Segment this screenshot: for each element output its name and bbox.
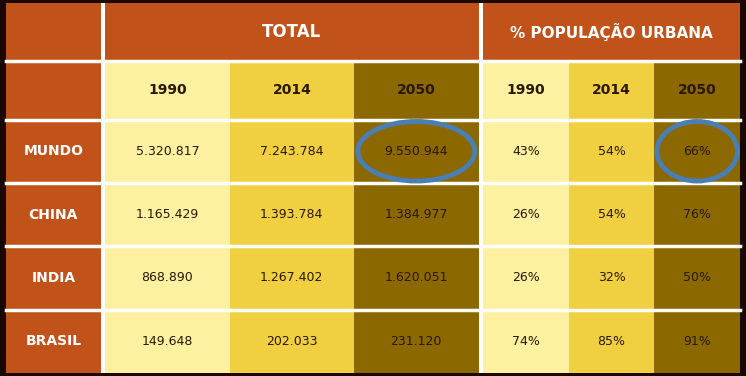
Bar bbox=[568, 246, 654, 310]
Bar bbox=[568, 310, 654, 373]
Bar bbox=[230, 246, 354, 310]
Bar bbox=[105, 3, 478, 61]
Bar bbox=[230, 61, 354, 120]
Bar bbox=[483, 61, 568, 120]
Bar bbox=[6, 61, 101, 120]
Text: 85%: 85% bbox=[598, 335, 625, 348]
Bar bbox=[354, 120, 478, 183]
Bar bbox=[483, 120, 568, 183]
Bar bbox=[568, 120, 654, 183]
Text: MUNDO: MUNDO bbox=[23, 144, 84, 158]
Text: 74%: 74% bbox=[512, 335, 540, 348]
Text: INDIA: INDIA bbox=[31, 271, 75, 285]
Bar bbox=[354, 246, 478, 310]
Bar bbox=[478, 183, 483, 246]
Text: 1.267.402: 1.267.402 bbox=[260, 271, 324, 285]
Text: 202.033: 202.033 bbox=[266, 335, 318, 348]
Bar bbox=[6, 3, 101, 61]
Bar bbox=[654, 120, 740, 183]
Text: 868.890: 868.890 bbox=[142, 271, 193, 285]
Bar bbox=[654, 61, 740, 120]
Text: 91%: 91% bbox=[683, 335, 711, 348]
Bar bbox=[105, 120, 230, 183]
Text: 1.620.051: 1.620.051 bbox=[384, 271, 448, 285]
Text: 7.243.784: 7.243.784 bbox=[260, 145, 324, 158]
Text: 9.550.944: 9.550.944 bbox=[384, 145, 448, 158]
Bar bbox=[101, 120, 105, 183]
Bar bbox=[568, 61, 654, 120]
Text: CHINA: CHINA bbox=[28, 208, 78, 221]
Bar bbox=[478, 3, 483, 61]
Bar bbox=[478, 246, 483, 310]
Bar bbox=[478, 61, 483, 120]
Bar bbox=[654, 246, 740, 310]
Bar bbox=[6, 246, 101, 310]
Bar bbox=[354, 183, 478, 246]
Text: 1.393.784: 1.393.784 bbox=[260, 208, 324, 221]
Text: 32%: 32% bbox=[598, 271, 625, 285]
Bar bbox=[105, 61, 230, 120]
Bar bbox=[101, 61, 105, 120]
Text: TOTAL: TOTAL bbox=[262, 23, 322, 41]
Text: 2050: 2050 bbox=[397, 83, 436, 97]
Bar bbox=[478, 120, 483, 183]
Bar bbox=[101, 3, 105, 61]
Bar bbox=[483, 310, 568, 373]
Bar bbox=[483, 246, 568, 310]
Text: 50%: 50% bbox=[683, 271, 711, 285]
Text: 2050: 2050 bbox=[678, 83, 717, 97]
Bar bbox=[6, 120, 101, 183]
Bar bbox=[230, 183, 354, 246]
Text: 76%: 76% bbox=[683, 208, 711, 221]
Text: 54%: 54% bbox=[598, 145, 625, 158]
Bar bbox=[483, 183, 568, 246]
Text: 5.320.817: 5.320.817 bbox=[136, 145, 199, 158]
Bar bbox=[101, 183, 105, 246]
Text: 1.165.429: 1.165.429 bbox=[136, 208, 199, 221]
Text: 26%: 26% bbox=[512, 208, 539, 221]
Bar bbox=[6, 310, 101, 373]
Bar bbox=[483, 3, 740, 61]
Bar bbox=[654, 183, 740, 246]
Text: 1.384.977: 1.384.977 bbox=[384, 208, 448, 221]
Text: % POPULAÇÃO URBANA: % POPULAÇÃO URBANA bbox=[510, 23, 713, 41]
Bar bbox=[6, 183, 101, 246]
Bar bbox=[105, 310, 230, 373]
Bar bbox=[354, 310, 478, 373]
Bar bbox=[105, 183, 230, 246]
Text: 231.120: 231.120 bbox=[391, 335, 442, 348]
Bar bbox=[101, 310, 105, 373]
Text: 66%: 66% bbox=[683, 145, 711, 158]
Text: 1990: 1990 bbox=[507, 83, 545, 97]
Text: 149.648: 149.648 bbox=[142, 335, 193, 348]
Text: 43%: 43% bbox=[512, 145, 539, 158]
Bar bbox=[478, 310, 483, 373]
Bar bbox=[568, 183, 654, 246]
Bar bbox=[230, 310, 354, 373]
Text: BRASIL: BRASIL bbox=[25, 334, 81, 348]
Text: 26%: 26% bbox=[512, 271, 539, 285]
Bar bbox=[654, 310, 740, 373]
Text: 2014: 2014 bbox=[592, 83, 631, 97]
Bar bbox=[354, 61, 478, 120]
Bar bbox=[101, 246, 105, 310]
Text: 54%: 54% bbox=[598, 208, 625, 221]
Text: 1990: 1990 bbox=[148, 83, 186, 97]
Text: 2014: 2014 bbox=[272, 83, 311, 97]
Bar bbox=[230, 120, 354, 183]
Bar bbox=[105, 246, 230, 310]
